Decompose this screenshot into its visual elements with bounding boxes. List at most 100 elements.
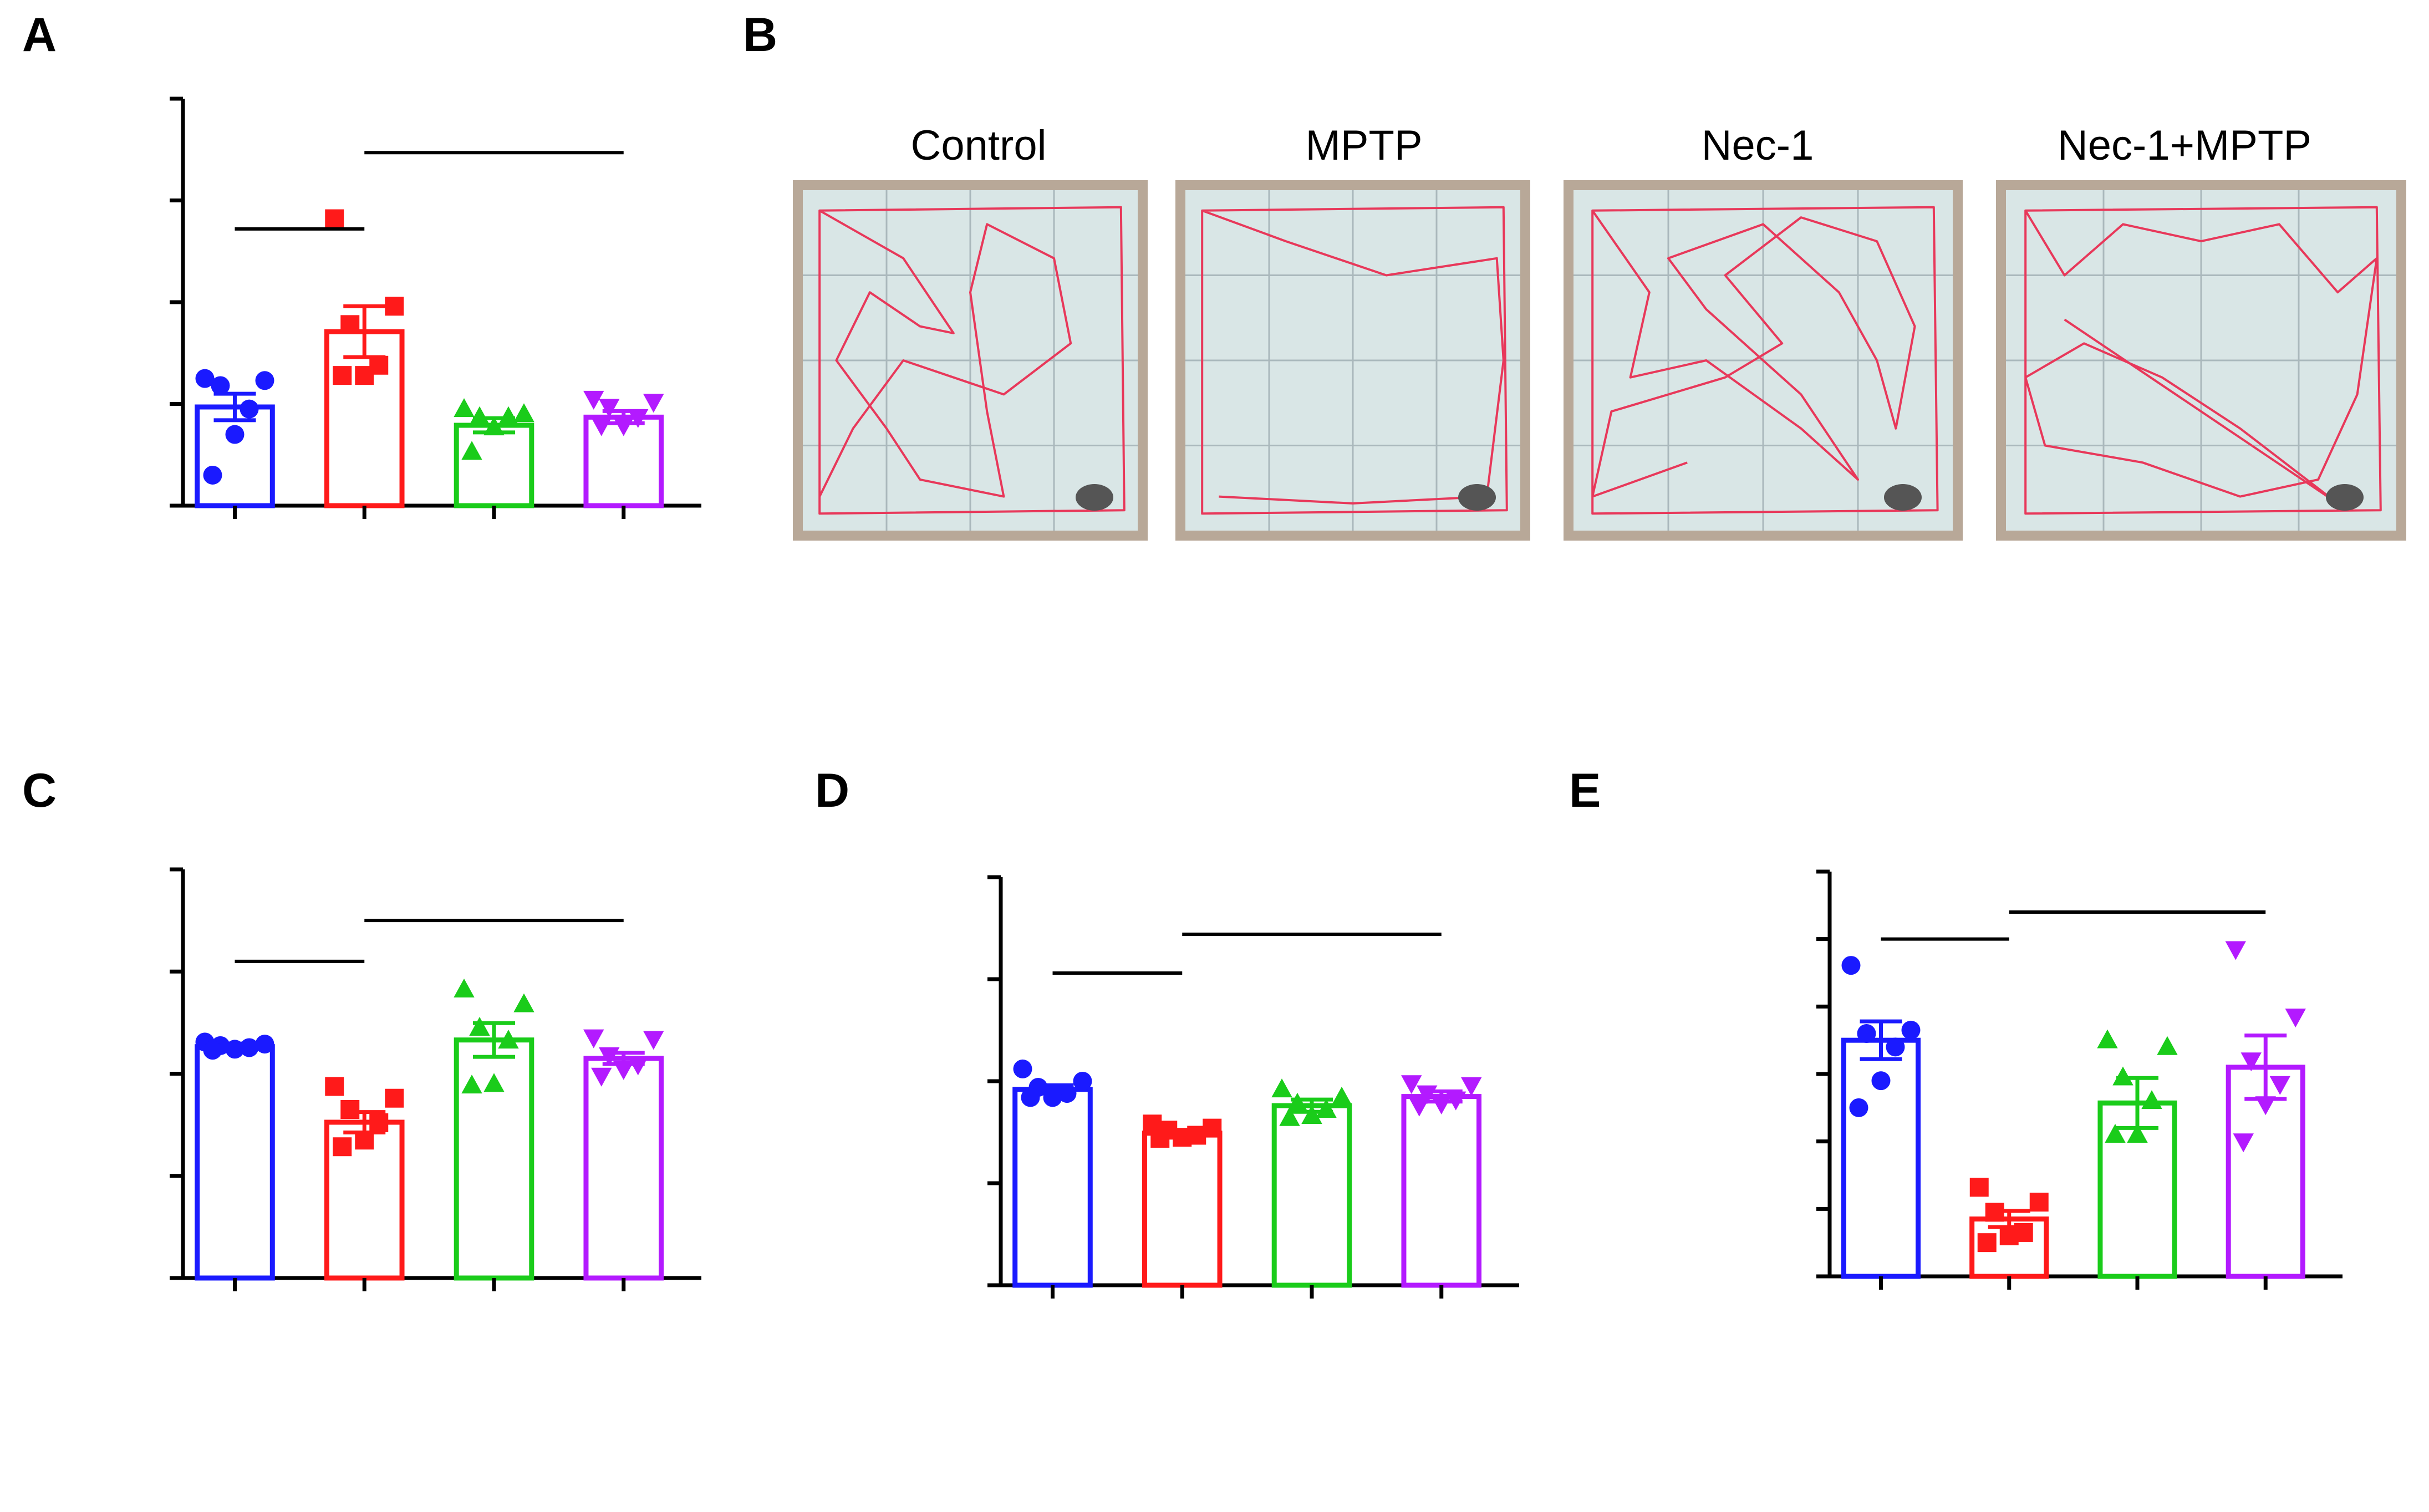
data-point <box>203 465 222 485</box>
data-point <box>1409 1097 1430 1117</box>
data-point <box>240 399 259 419</box>
data-point <box>2233 1133 2254 1153</box>
data-point <box>2285 1009 2306 1028</box>
bar-nec1-mptp <box>583 1056 664 1281</box>
data-point <box>599 1047 620 1066</box>
data-point <box>461 441 482 460</box>
data-point <box>2255 1096 2276 1116</box>
data-point <box>255 1035 274 1054</box>
data-point <box>2269 1076 2290 1095</box>
data-point <box>325 1077 344 1096</box>
data-point <box>355 366 374 385</box>
data-point <box>2097 1029 2118 1048</box>
data-point <box>1150 1129 1170 1148</box>
data-point <box>513 403 534 422</box>
data-point <box>613 417 634 436</box>
data-point <box>203 1041 222 1060</box>
data-point <box>1316 1098 1337 1118</box>
data-point <box>513 993 534 1012</box>
data-point <box>2112 1066 2133 1086</box>
data-point <box>1021 1088 1040 1107</box>
data-point <box>469 406 490 425</box>
data-point <box>1886 1037 1905 1057</box>
chart-average-speed <box>987 875 1519 1299</box>
data-point <box>225 425 245 444</box>
bar-nec1 <box>454 422 534 508</box>
chart-grid-number <box>170 867 701 1291</box>
data-point <box>1331 1086 1352 1106</box>
data-point <box>1871 1071 1891 1091</box>
data-point <box>2141 1090 2162 1109</box>
data-point <box>1969 1178 1989 1197</box>
data-point <box>1013 1059 1032 1078</box>
data-point <box>591 1067 612 1087</box>
mouse-icon <box>1076 484 1113 511</box>
data-point <box>583 1029 604 1048</box>
data-point <box>1279 1107 1300 1126</box>
track-label-nec1: Nec-1 <box>1702 122 1814 169</box>
data-point <box>1431 1096 1452 1115</box>
data-point <box>1461 1077 1482 1096</box>
data-point <box>498 1030 519 1049</box>
data-point <box>1841 956 1861 975</box>
data-point <box>2225 941 2246 960</box>
mouse-icon <box>2326 484 2364 511</box>
data-point <box>1301 1105 1322 1124</box>
track-label-control: Control <box>911 122 1047 169</box>
data-point <box>1849 1098 1868 1117</box>
data-point <box>2127 1123 2148 1143</box>
data-point <box>1417 1085 1438 1104</box>
data-point <box>2105 1123 2126 1143</box>
data-point <box>255 371 274 390</box>
data-point <box>1401 1075 1422 1094</box>
mouse-icon <box>1458 484 1496 511</box>
data-point <box>385 297 404 316</box>
data-point <box>1073 1072 1092 1091</box>
data-point <box>195 369 215 388</box>
data-point <box>498 406 519 425</box>
data-point <box>333 1137 352 1157</box>
data-point <box>483 416 505 436</box>
data-point <box>333 366 352 385</box>
data-point <box>643 394 664 413</box>
bar-nec1-mptp <box>1401 1094 1482 1288</box>
data-point <box>1173 1128 1192 1147</box>
data-point <box>1999 1226 2019 1245</box>
bar-mptp <box>1142 1131 1223 1288</box>
bar-nec1 <box>1271 1103 1352 1288</box>
data-point <box>469 1017 490 1036</box>
panel-label-e: E <box>1569 764 1601 817</box>
data-point <box>1857 1024 1876 1043</box>
data-point <box>1985 1203 2004 1222</box>
data-point <box>325 209 344 228</box>
track-label-nec1-mptp: Nec-1+MPTP <box>2058 122 2311 169</box>
movement-track-nec1-mptp <box>2024 206 2382 515</box>
data-point <box>369 1113 389 1132</box>
data-point <box>1287 1092 1308 1112</box>
panel-label-c: C <box>22 764 57 817</box>
movement-track-nec1 <box>1591 206 1939 515</box>
data-point <box>2029 1193 2049 1212</box>
data-point <box>1977 1233 1997 1253</box>
data-point <box>240 1038 259 1057</box>
data-point <box>1901 1020 1921 1040</box>
data-point <box>1043 1088 1062 1107</box>
data-point <box>340 1099 360 1119</box>
data-point <box>211 376 230 395</box>
data-point <box>643 1031 664 1050</box>
movement-track-control <box>818 206 1126 515</box>
data-point <box>1271 1078 1292 1098</box>
data-point <box>599 399 620 418</box>
bar-control <box>1012 1087 1093 1288</box>
chart-descent-time <box>170 96 701 519</box>
data-point <box>583 390 604 410</box>
open-field-tracks: Control MPTP Nec-1 Nec-1+MPTP <box>793 122 2406 541</box>
data-point <box>225 1040 245 1059</box>
panel-label-d: D <box>815 764 849 817</box>
panel-label-a: A <box>22 8 57 62</box>
bar-control <box>195 1044 275 1281</box>
data-point <box>385 1088 404 1108</box>
data-point <box>628 409 649 428</box>
data-point <box>2240 1052 2262 1072</box>
